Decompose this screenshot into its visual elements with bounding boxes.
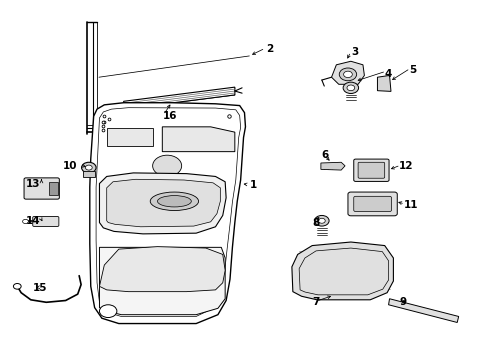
Circle shape (343, 71, 351, 77)
Polygon shape (106, 179, 220, 227)
Polygon shape (123, 87, 234, 109)
Polygon shape (320, 162, 345, 170)
FancyBboxPatch shape (353, 196, 391, 212)
Circle shape (22, 219, 28, 224)
Text: 1: 1 (249, 180, 256, 190)
FancyBboxPatch shape (347, 192, 396, 216)
Text: 14: 14 (26, 216, 41, 226)
Text: 2: 2 (265, 44, 273, 54)
Text: 13: 13 (26, 179, 41, 189)
Ellipse shape (157, 195, 191, 207)
Circle shape (85, 165, 92, 170)
Text: 5: 5 (408, 65, 415, 75)
Polygon shape (99, 247, 224, 315)
Text: 7: 7 (311, 297, 319, 307)
Text: 9: 9 (398, 297, 406, 307)
FancyBboxPatch shape (357, 162, 384, 178)
Text: 4: 4 (384, 69, 391, 79)
Text: 6: 6 (321, 150, 328, 160)
Text: 11: 11 (403, 200, 418, 210)
Polygon shape (291, 242, 393, 300)
Text: 8: 8 (311, 217, 319, 228)
Text: 16: 16 (162, 111, 177, 121)
FancyBboxPatch shape (24, 178, 59, 199)
FancyBboxPatch shape (49, 183, 58, 194)
Circle shape (343, 82, 358, 94)
Polygon shape (388, 299, 458, 323)
Circle shape (346, 85, 354, 91)
Circle shape (81, 162, 96, 173)
Text: 15: 15 (33, 283, 47, 293)
Text: 12: 12 (398, 161, 413, 171)
FancyBboxPatch shape (353, 159, 388, 181)
Ellipse shape (152, 155, 181, 176)
Text: 3: 3 (350, 48, 357, 57)
Circle shape (318, 218, 325, 223)
Circle shape (314, 215, 328, 226)
Polygon shape (90, 103, 245, 324)
Circle shape (13, 283, 21, 289)
FancyBboxPatch shape (82, 171, 95, 177)
Polygon shape (377, 76, 390, 91)
FancyBboxPatch shape (33, 216, 59, 226)
Polygon shape (99, 247, 224, 292)
Circle shape (99, 305, 117, 318)
Polygon shape (331, 61, 364, 84)
Polygon shape (162, 127, 234, 152)
Polygon shape (106, 127, 152, 146)
Ellipse shape (150, 192, 198, 211)
Circle shape (339, 68, 356, 81)
Text: 10: 10 (63, 161, 78, 171)
Polygon shape (99, 173, 225, 234)
